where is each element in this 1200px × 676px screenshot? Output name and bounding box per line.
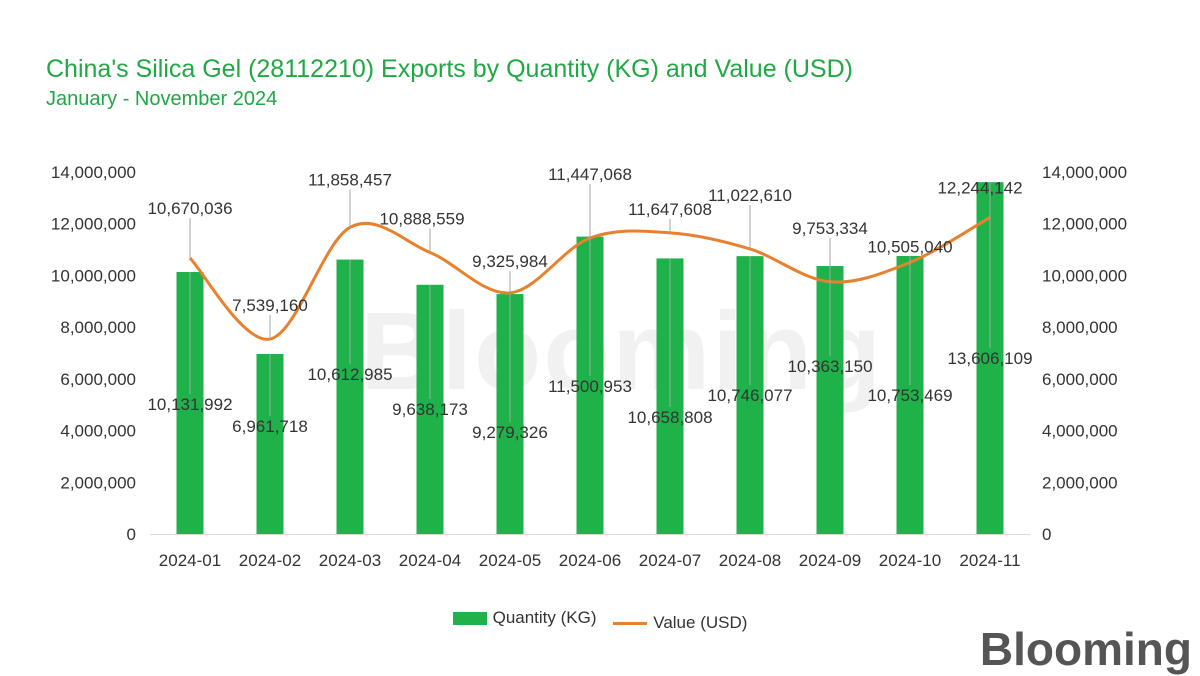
legend-swatch-line <box>613 621 648 625</box>
bar-data-label: 10,612,985 <box>307 365 392 384</box>
y-tick-label-left: 0 <box>127 525 136 544</box>
y2-tick-label-right: 6,000,000 <box>1042 370 1118 389</box>
x-tick-label: 2024-01 <box>159 551 221 570</box>
line-data-label: 10,888,559 <box>379 209 464 228</box>
legend-item-quantity[interactable]: Quantity (KG) <box>452 608 597 628</box>
x-tick-label: 2024-04 <box>399 551 461 570</box>
line-data-label: 7,539,160 <box>232 296 308 315</box>
bar-data-label: 11,500,953 <box>548 377 632 396</box>
line-data-label: 9,325,984 <box>472 252 548 271</box>
x-tick-label: 2024-07 <box>639 551 701 570</box>
bar-data-label: 10,753,469 <box>867 386 952 405</box>
line-value <box>188 216 991 341</box>
bar-data-label: 10,658,808 <box>627 408 712 427</box>
bar-data-label: 9,638,173 <box>392 400 468 419</box>
y-tick-label-left: 14,000,000 <box>51 163 136 182</box>
bar-data-label: 10,363,150 <box>787 357 872 376</box>
chart-subtitle: January - November 2024 <box>46 88 278 110</box>
bar-data-label: 9,279,326 <box>472 423 548 442</box>
line-data-label: 10,505,040 <box>867 237 952 256</box>
legend-label-value: Value (USD) <box>653 613 748 632</box>
y-tick-label-left: 4,000,000 <box>60 422 136 441</box>
legend-swatch-bar <box>452 611 487 625</box>
x-tick-label: 2024-06 <box>559 551 621 570</box>
x-tick-label: 2024-11 <box>959 551 1020 570</box>
line-data-label: 11,022,610 <box>708 186 792 205</box>
bar-data-label: 10,131,992 <box>147 395 232 414</box>
chart-title: China's Silica Gel (28112210) Exports by… <box>46 55 853 83</box>
y2-tick-label-right: 10,000,000 <box>1042 266 1127 285</box>
y2-tick-label-right: 8,000,000 <box>1042 318 1118 337</box>
bar-data-label: 6,961,718 <box>232 417 308 436</box>
legend-label-quantity: Quantity (KG) <box>492 608 597 627</box>
y2-tick-label-right: 4,000,000 <box>1042 422 1118 441</box>
brand-logo: Blooming <box>979 623 1192 675</box>
x-tick-label: 2024-03 <box>319 551 381 570</box>
x-tick-label: 2024-10 <box>879 551 941 570</box>
y-tick-label-left: 8,000,000 <box>60 318 136 337</box>
legend: Quantity (KG) Value (USD) <box>0 608 1200 633</box>
line-data-label: 10,670,036 <box>147 199 232 218</box>
line-data-label: 11,647,608 <box>628 200 712 219</box>
bar-data-label: 10,746,077 <box>707 386 792 405</box>
line-data-label: 12,244,142 <box>937 178 1022 197</box>
y2-tick-label-right: 0 <box>1042 525 1051 544</box>
x-tick-label: 2024-02 <box>239 551 301 570</box>
y-tick-label-left: 2,000,000 <box>60 473 136 492</box>
line-data-label: 11,858,457 <box>308 170 392 189</box>
line-data-label: 11,447,068 <box>548 165 632 184</box>
line-data-label: 9,753,334 <box>792 219 868 238</box>
y2-tick-label-right: 12,000,000 <box>1042 215 1127 234</box>
x-tick-label: 2024-05 <box>479 551 541 570</box>
legend-item-value[interactable]: Value (USD) <box>613 613 747 633</box>
y-tick-label-left: 12,000,000 <box>51 215 136 234</box>
y2-tick-label-right: 14,000,000 <box>1042 163 1127 182</box>
x-tick-label: 2024-09 <box>799 551 861 570</box>
y-tick-label-left: 10,000,000 <box>51 266 136 285</box>
x-tick-label: 2024-08 <box>719 551 781 570</box>
y2-tick-label-right: 2,000,000 <box>1042 473 1118 492</box>
bar-data-label: 13,606,109 <box>947 349 1032 368</box>
y-tick-label-left: 6,000,000 <box>60 370 136 389</box>
